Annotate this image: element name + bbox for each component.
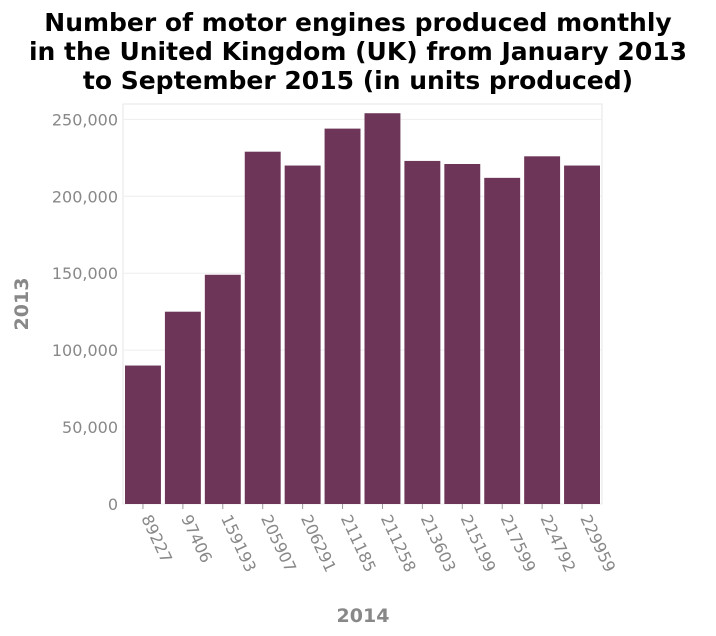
x-tick-label: 206291 xyxy=(297,512,340,575)
x-axis-ticks: 89227 97406 159193205907206291211185211258… xyxy=(137,504,619,575)
y-tick-label: 150,000 xyxy=(52,264,118,283)
x-tick-label: 213603 xyxy=(417,512,460,575)
bar-97406 xyxy=(164,311,201,504)
x-tick-label: 217599 xyxy=(497,512,540,575)
x-axis-label: 2014 xyxy=(337,605,390,627)
x-tick-label: 211258 xyxy=(377,512,420,575)
y-axis-ticks: 0 50,000 100,000 150,000 200,000 250,000 xyxy=(52,110,118,514)
x-tick-label: 229959 xyxy=(576,512,619,575)
x-tick-label: 159193 xyxy=(217,512,260,575)
x-tick-label: 224792 xyxy=(536,512,579,575)
chart-title-line-2: in the United Kingdom (UK) from January … xyxy=(29,37,687,66)
bar-89227 xyxy=(124,365,161,504)
bar-206291 xyxy=(284,165,321,505)
bar-211258 xyxy=(364,113,401,504)
x-tick-label: 89227 xyxy=(137,512,176,566)
gridlines xyxy=(123,118,602,505)
bars xyxy=(124,113,601,505)
x-tick-label: 211185 xyxy=(337,512,380,575)
bar-215199 xyxy=(444,164,481,504)
x-tick-label: 215199 xyxy=(457,512,500,575)
chart-title: Number of motor engines produced monthly… xyxy=(29,8,687,95)
chart-title-line-1: Number of motor engines produced monthly xyxy=(44,8,671,37)
x-tick-label: 97406 xyxy=(177,512,216,566)
bar-205907 xyxy=(244,151,281,504)
bar-211185 xyxy=(324,128,361,504)
bar-229959 xyxy=(564,165,601,505)
bar-159193 xyxy=(204,274,241,504)
y-tick-label: 250,000 xyxy=(52,110,118,129)
bar-213603 xyxy=(404,160,441,504)
bar-224792 xyxy=(524,156,561,505)
y-tick-label: 0 xyxy=(108,495,118,514)
y-tick-label: 100,000 xyxy=(52,341,118,360)
y-axis-label: 2013 xyxy=(11,278,33,331)
x-tick-label: 205907 xyxy=(257,512,300,575)
y-tick-label: 50,000 xyxy=(62,418,118,437)
bar-217599 xyxy=(484,177,521,504)
chart-title-line-3: to September 2015 (in units produced) xyxy=(83,66,633,95)
y-tick-label: 200,000 xyxy=(52,187,118,206)
